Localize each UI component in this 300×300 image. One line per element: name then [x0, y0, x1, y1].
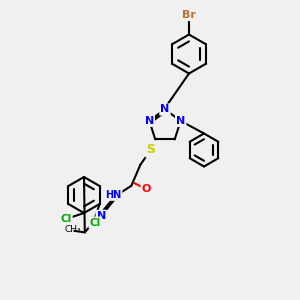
- Text: O: O: [142, 184, 151, 194]
- Text: N: N: [160, 104, 169, 115]
- Text: Cl: Cl: [60, 214, 72, 224]
- Text: N: N: [145, 116, 154, 126]
- Text: N: N: [97, 211, 106, 221]
- Text: HN: HN: [105, 190, 122, 200]
- Text: Cl: Cl: [89, 218, 101, 228]
- Text: Br: Br: [182, 10, 196, 20]
- Text: CH₃: CH₃: [64, 225, 81, 234]
- Text: N: N: [176, 116, 185, 126]
- Text: S: S: [146, 143, 155, 156]
